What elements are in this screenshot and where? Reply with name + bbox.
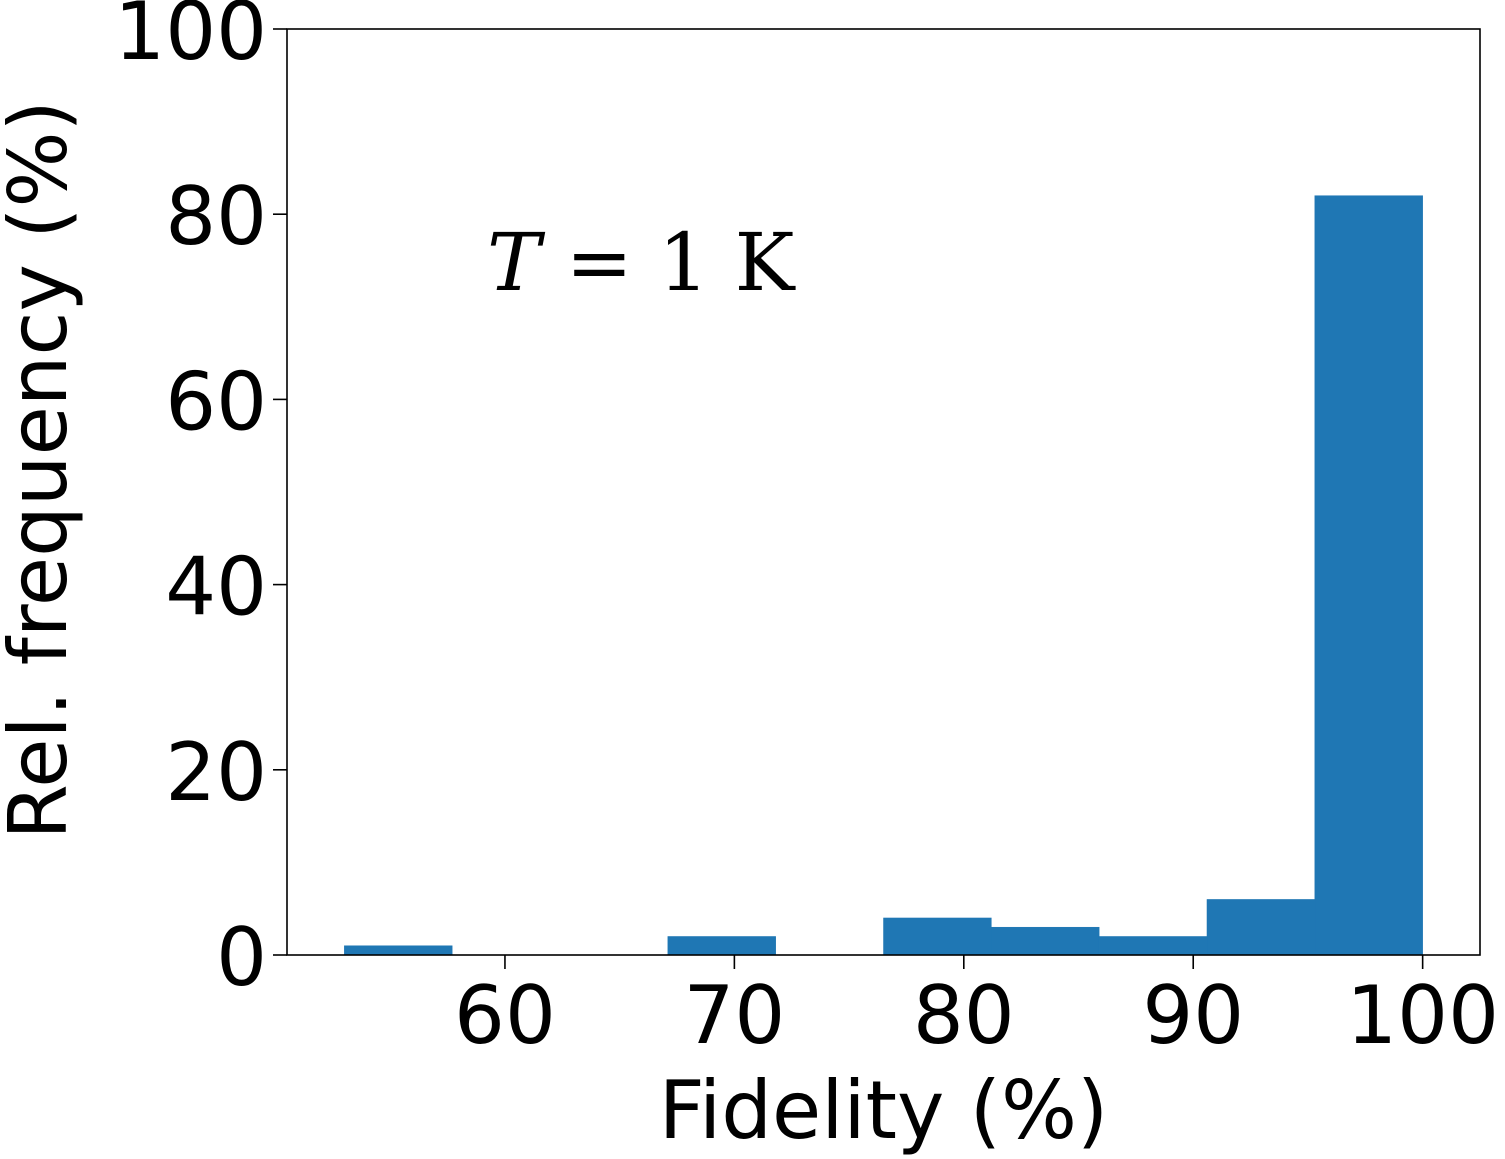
histogram-bar xyxy=(344,945,453,956)
x-tick-label: 70 xyxy=(683,969,785,1062)
plot-frame xyxy=(286,28,1481,956)
y-tick-label: 20 xyxy=(165,726,267,819)
y-tick-label: 0 xyxy=(216,911,267,1004)
y-tick-label: 60 xyxy=(165,355,267,448)
x-tick-label: 90 xyxy=(1142,969,1244,1062)
y-tick-label: 40 xyxy=(165,541,267,634)
histogram-bar xyxy=(1098,936,1208,956)
histogram-bar xyxy=(1206,899,1316,956)
y-axis-ticks: 0 20 40 60 80 100 xyxy=(114,0,287,1004)
y-tick-label: 100 xyxy=(114,0,267,78)
y-tick-label: 80 xyxy=(165,170,267,263)
y-axis-label: Rel. frequency (%) xyxy=(0,100,85,839)
x-axis-label: Fidelity (%) xyxy=(659,1064,1108,1157)
x-tick-label: 60 xyxy=(454,969,556,1062)
bars-layer xyxy=(344,195,1423,956)
annotation-variable: T xyxy=(487,216,546,309)
x-axis-ticks: 60 70 80 90 100 xyxy=(454,955,1499,1062)
temperature-annotation: T = 1 K xyxy=(487,216,796,309)
histogram-bar xyxy=(991,926,1100,956)
annotation-value: = 1 K xyxy=(540,216,795,309)
histogram-bar xyxy=(883,917,992,956)
x-tick-label: 100 xyxy=(1346,969,1499,1062)
x-tick-label: 80 xyxy=(913,969,1015,1062)
histogram-bar xyxy=(1314,195,1423,956)
histogram-bar xyxy=(667,936,776,956)
